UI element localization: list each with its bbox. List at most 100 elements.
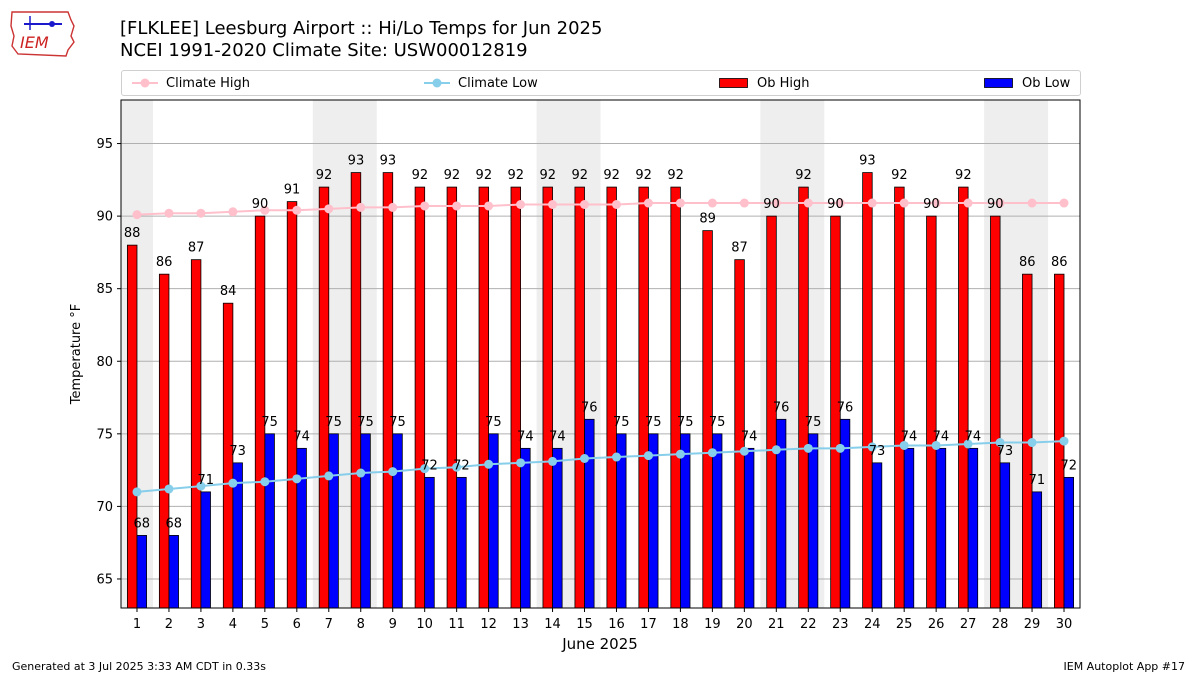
climate-high-point bbox=[388, 202, 398, 212]
climate-high-point bbox=[739, 198, 749, 208]
climate-low-point bbox=[835, 443, 845, 453]
ob-high-label: 93 bbox=[348, 154, 365, 169]
climate-low-point bbox=[1027, 438, 1037, 448]
legend-item-ob-low: Ob Low bbox=[984, 71, 1070, 95]
ob-high-bar bbox=[318, 186, 330, 609]
climate-high-point bbox=[867, 198, 877, 208]
ob-high-bar bbox=[926, 215, 937, 609]
climate-high-point bbox=[1027, 198, 1037, 208]
climate-low-point bbox=[516, 458, 526, 468]
ob-low-bar bbox=[328, 433, 339, 609]
ob-high-bar bbox=[862, 172, 873, 609]
climate-low-point bbox=[643, 451, 653, 461]
climate-high-point bbox=[228, 207, 238, 217]
x-tick-label: 26 bbox=[928, 617, 945, 632]
ob-low-bar bbox=[935, 447, 947, 609]
y-tick-label: 70 bbox=[96, 500, 113, 515]
climate-low-point bbox=[324, 471, 334, 481]
ob-high-bar bbox=[222, 302, 234, 609]
climate-high-point bbox=[995, 198, 1005, 208]
ob-low-label: 76 bbox=[581, 400, 598, 415]
ob-low-bar bbox=[584, 418, 595, 609]
climate-low-point bbox=[707, 448, 717, 458]
ob-low-bar bbox=[839, 418, 851, 609]
legend-ob-high-swatch bbox=[719, 78, 748, 88]
ob-low-label: 75 bbox=[805, 415, 822, 430]
ob-high-bar bbox=[638, 186, 649, 609]
x-tick-label: 25 bbox=[896, 617, 913, 632]
y-tick-label: 80 bbox=[96, 355, 113, 370]
ob-high-label: 92 bbox=[508, 168, 525, 183]
legend-label: Ob High bbox=[757, 75, 810, 91]
y-tick-label: 85 bbox=[96, 282, 113, 297]
legend-item-climate-low: Climate Low bbox=[424, 71, 538, 95]
generated-timestamp: Generated at 3 Jul 2025 3:33 AM CDT in 0… bbox=[12, 660, 266, 673]
x-tick-label: 7 bbox=[325, 617, 333, 632]
ob-high-bar bbox=[542, 186, 553, 609]
ob-high-bar bbox=[734, 259, 745, 609]
climate-high-point bbox=[292, 205, 302, 215]
climate-high-point bbox=[260, 205, 270, 215]
climate-low-point bbox=[420, 464, 430, 474]
climate-low-point bbox=[739, 446, 749, 456]
climate-high-point bbox=[675, 198, 685, 208]
ob-low-label: 75 bbox=[325, 415, 342, 430]
ob-high-bar bbox=[478, 186, 490, 609]
ob-high-label: 90 bbox=[763, 197, 780, 212]
weekend-shade bbox=[121, 100, 153, 608]
ob-high-bar bbox=[990, 215, 1001, 609]
climate-high-point bbox=[516, 200, 526, 210]
logo-text: IEM bbox=[20, 33, 49, 52]
chart-title-block: [FLKLEE] Leesburg Airport :: Hi/Lo Temps… bbox=[120, 18, 602, 62]
climate-high-point bbox=[611, 200, 621, 210]
ob-low-bar bbox=[871, 462, 883, 609]
climate-high-point bbox=[803, 198, 813, 208]
ob-high-label: 87 bbox=[188, 241, 205, 256]
climate-low-point bbox=[1059, 436, 1069, 446]
ob-high-bar bbox=[414, 186, 426, 609]
legend: Climate High Climate Low Ob High Ob Low bbox=[121, 70, 1081, 96]
ob-low-bar bbox=[1031, 491, 1043, 609]
ob-low-bar bbox=[775, 418, 787, 609]
climate-high-point bbox=[484, 201, 494, 211]
ob-low-label: 74 bbox=[933, 429, 950, 444]
y-tick-label: 90 bbox=[96, 210, 113, 225]
y-tick-label: 75 bbox=[96, 427, 113, 442]
ob-low-label: 74 bbox=[517, 429, 534, 444]
ob-high-bar bbox=[350, 172, 362, 609]
ob-low-label: 73 bbox=[229, 444, 246, 459]
climate-low-point bbox=[548, 456, 558, 466]
ob-low-bar bbox=[552, 447, 563, 609]
climate-low-point bbox=[164, 484, 174, 494]
ob-high-label: 90 bbox=[252, 197, 269, 212]
legend-item-ob-high: Ob High bbox=[719, 71, 810, 95]
ob-high-bar bbox=[1022, 273, 1033, 609]
ob-low-label: 75 bbox=[677, 415, 694, 430]
ob-low-label: 76 bbox=[837, 400, 854, 415]
ob-low-label: 75 bbox=[709, 415, 726, 430]
ob-high-bar bbox=[766, 215, 777, 609]
ob-low-label: 75 bbox=[613, 415, 630, 430]
x-tick-label: 18 bbox=[672, 617, 689, 632]
x-tick-label: 9 bbox=[389, 617, 397, 632]
plot-frame bbox=[120, 99, 1081, 609]
ob-high-label: 90 bbox=[827, 197, 844, 212]
x-tick-label: 20 bbox=[736, 617, 753, 632]
x-tick-label: 11 bbox=[448, 617, 465, 632]
ob-high-label: 90 bbox=[923, 197, 940, 212]
x-tick-label: 1 bbox=[133, 617, 141, 632]
ob-low-label: 74 bbox=[965, 429, 982, 444]
x-tick-label: 3 bbox=[197, 617, 205, 632]
x-tick-label: 23 bbox=[832, 617, 849, 632]
ob-low-bar bbox=[903, 447, 915, 609]
climate-high-point bbox=[771, 198, 781, 208]
climate-high-point bbox=[132, 210, 142, 220]
ob-low-bar bbox=[1063, 476, 1075, 609]
climate-low-point bbox=[611, 452, 621, 462]
ob-high-bar bbox=[606, 186, 617, 609]
climate-high-point bbox=[580, 200, 590, 210]
ob-high-label: 92 bbox=[444, 168, 461, 183]
ob-high-bar bbox=[958, 186, 969, 609]
x-tick-label: 17 bbox=[640, 617, 657, 632]
